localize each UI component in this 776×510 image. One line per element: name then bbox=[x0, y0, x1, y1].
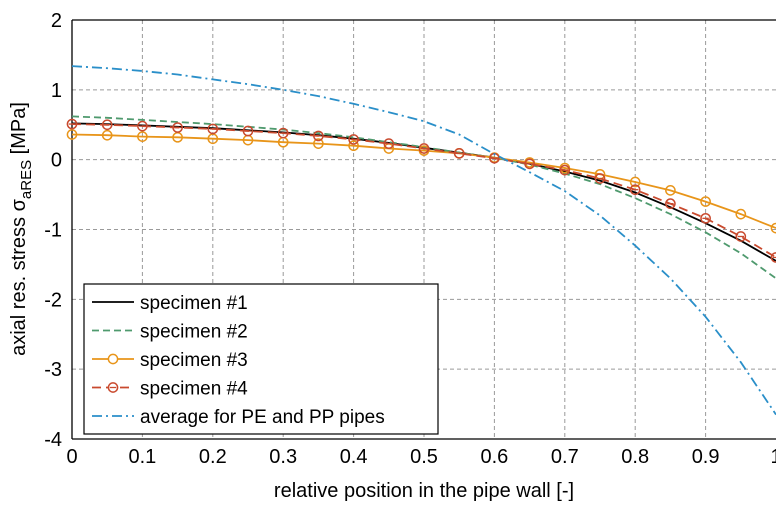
data-point bbox=[101, 119, 113, 131]
y-tick-label: 1 bbox=[51, 80, 62, 102]
legend-marker bbox=[107, 353, 119, 365]
legend-label: average for PE and PP pipes bbox=[140, 407, 385, 428]
x-tick-label: 0.3 bbox=[269, 446, 297, 468]
data-point bbox=[770, 252, 776, 263]
legend-label: specimen #1 bbox=[140, 293, 248, 314]
x-tick-label: 0.4 bbox=[340, 446, 368, 468]
data-point bbox=[101, 129, 113, 141]
data-point bbox=[418, 143, 430, 154]
series-4 bbox=[66, 118, 776, 263]
data-point bbox=[66, 129, 78, 140]
legend-label: specimen #2 bbox=[140, 322, 248, 343]
legend-box bbox=[83, 283, 439, 435]
y-axis-label-main: axial res. stress σ bbox=[8, 198, 30, 355]
x-tick-label: 0.2 bbox=[199, 446, 227, 468]
y-tick-label: -1 bbox=[44, 220, 62, 242]
data-point bbox=[277, 127, 289, 139]
legend-label: specimen #4 bbox=[140, 379, 248, 400]
x-tick-label: 0.8 bbox=[621, 446, 649, 468]
series-line bbox=[71, 133, 776, 229]
x-tick-label: 0 bbox=[66, 446, 77, 468]
data-point bbox=[770, 222, 776, 234]
data-point bbox=[313, 130, 324, 142]
data-point bbox=[700, 196, 711, 207]
data-point bbox=[629, 176, 641, 188]
data-point bbox=[524, 158, 535, 170]
x-tick-label: 0.7 bbox=[551, 446, 579, 468]
x-tick-label: 0.6 bbox=[480, 446, 508, 468]
y-tick-label: -2 bbox=[44, 289, 62, 311]
x-tick-label: 0.1 bbox=[128, 446, 156, 468]
data-point bbox=[137, 120, 148, 132]
data-point bbox=[207, 123, 219, 135]
data-point bbox=[348, 140, 359, 152]
axes bbox=[71, 19, 776, 440]
series-line bbox=[71, 65, 776, 416]
data-point bbox=[313, 138, 324, 149]
data-point bbox=[137, 131, 148, 142]
data-point bbox=[348, 134, 359, 145]
data-point bbox=[665, 185, 676, 196]
series-line bbox=[71, 115, 776, 280]
x-tick-label: 0.5 bbox=[410, 446, 438, 468]
data-point bbox=[383, 138, 395, 149]
data-point bbox=[172, 122, 183, 133]
y-tick-label: -4 bbox=[44, 429, 62, 451]
data-point bbox=[453, 148, 465, 159]
data-point bbox=[700, 212, 711, 224]
y-axis-label-subscript: aRES bbox=[18, 160, 35, 199]
series-3 bbox=[66, 129, 776, 234]
y-axis-label-unit: [MPa] bbox=[8, 102, 30, 160]
data-point bbox=[665, 198, 676, 210]
data-point bbox=[735, 231, 747, 242]
legend-label: specimen #3 bbox=[140, 350, 248, 371]
x-tick-label: 1 bbox=[770, 446, 776, 468]
data-point bbox=[559, 164, 571, 176]
y-tick-label: 0 bbox=[51, 150, 62, 172]
x-axis-label: relative position in the pipe wall [-] bbox=[274, 480, 574, 502]
y-tick-label: -3 bbox=[44, 359, 62, 381]
data-point bbox=[242, 125, 254, 137]
data-point bbox=[735, 208, 747, 220]
data-point bbox=[629, 184, 641, 196]
data-point bbox=[594, 173, 606, 184]
y-tick-label: 2 bbox=[51, 10, 62, 32]
y-axis-label: axial res. stress σaRES [MPa] bbox=[8, 102, 35, 356]
x-tick-label: 0.9 bbox=[692, 446, 720, 468]
series-5 bbox=[71, 65, 776, 416]
data-point bbox=[66, 118, 78, 130]
legend: specimen #1 specimen #2 specimen #3 specime… bbox=[83, 283, 439, 435]
series-2 bbox=[71, 115, 776, 280]
tick-labels: 0 0.1 0.2 0.3 0.4 0.5 0.6 0.7 0.8 0.9 1 -4 -3 -2 -1 0 1 2 bbox=[44, 10, 776, 468]
series-layer bbox=[66, 65, 776, 416]
